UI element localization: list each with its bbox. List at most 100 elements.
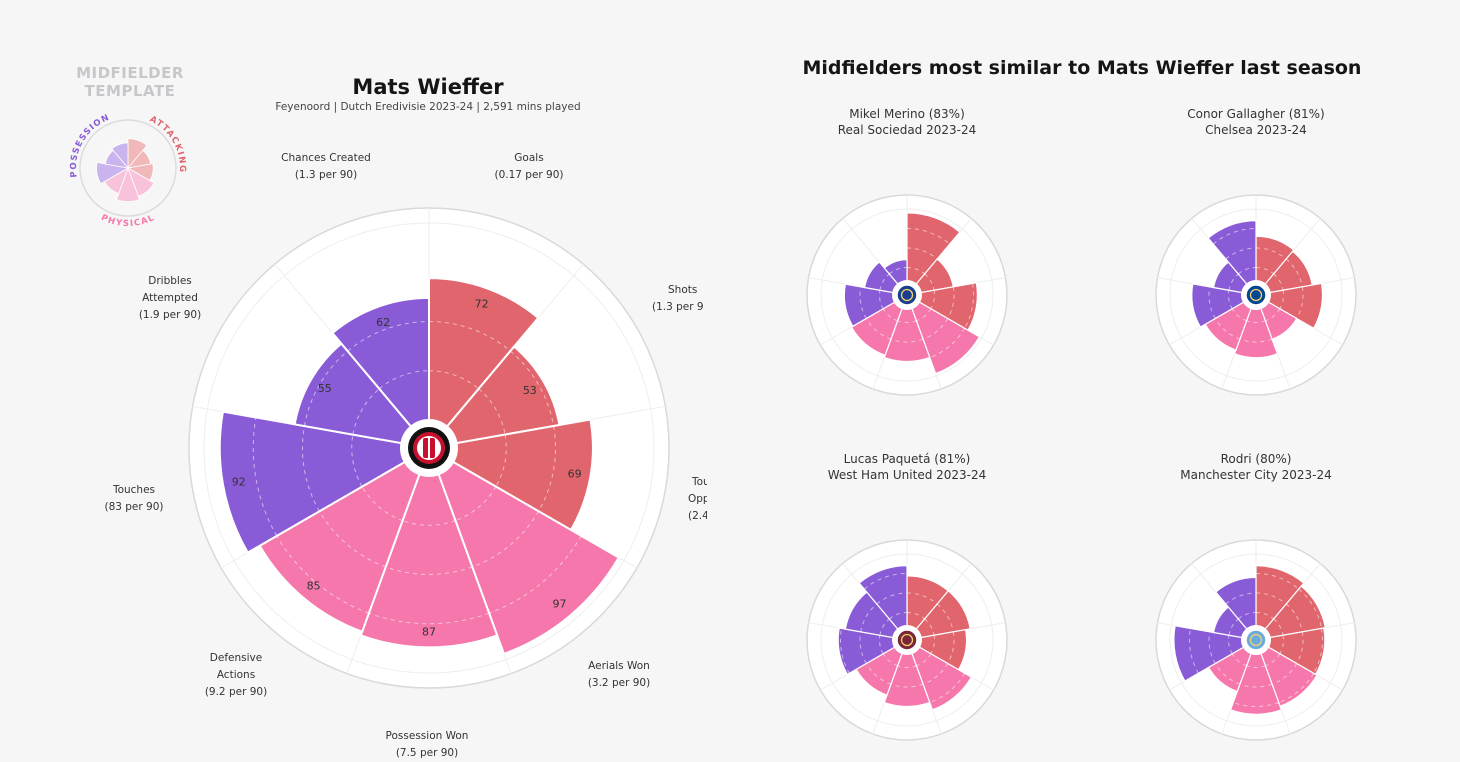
- club-badge-disc: [1245, 629, 1267, 651]
- stat-label-dribbles: Dribbles Attempted (1.9 per 90): [80, 273, 260, 324]
- grid-arc: [1278, 672, 1315, 703]
- similar-player-name: Rodri (80%): [1220, 452, 1292, 466]
- stat-per90: (83 per 90): [104, 501, 164, 513]
- grid-arc: [1313, 628, 1323, 674]
- grid-arc: [889, 267, 908, 275]
- grid-arc: [897, 665, 917, 668]
- stat-per90: (2.4: [688, 510, 707, 522]
- stat-per90: (7.5 per 90): [395, 747, 459, 759]
- grid-arc: [1271, 663, 1298, 685]
- grid-arc: [865, 318, 892, 340]
- similar-player-team: Manchester City 2023-24: [1180, 468, 1332, 482]
- similar-player-label-1: Mikel Merino (83%) Real Sociedad 2023-24: [787, 106, 1027, 138]
- grid-arc: [1237, 612, 1257, 620]
- grid-arc: [1255, 592, 1287, 605]
- grid-arc: [922, 318, 949, 340]
- grid-arc: [1233, 702, 1279, 707]
- grid-arc: [495, 434, 507, 487]
- grid-arc: [1214, 663, 1241, 685]
- polar-bar: [331, 296, 430, 428]
- similar-player-team: West Ham United 2023-24: [827, 468, 987, 482]
- grid-arc: [351, 434, 363, 487]
- polar-bar: [293, 342, 413, 445]
- stat-name: Touches: [112, 484, 156, 496]
- similar-player-team: Chelsea 2023-24: [1205, 123, 1307, 137]
- grid-arc: [1239, 338, 1273, 343]
- grid-arc: [890, 683, 924, 688]
- grid-arc: [1273, 618, 1284, 636]
- polar-bar: [437, 460, 621, 656]
- west-ham-badge-icon: [896, 629, 918, 651]
- similar-player-chart-1: [806, 194, 1008, 396]
- grid-arc: [1208, 286, 1216, 319]
- club-badge-emblem: [900, 288, 914, 302]
- grid-arc: [890, 338, 924, 343]
- percentile-label: 53: [523, 384, 537, 397]
- grid-arc: [1246, 665, 1266, 668]
- grid-arc: [428, 321, 511, 352]
- grid-arc: [916, 653, 932, 667]
- grid-arc: [352, 388, 380, 435]
- grid-arc: [1296, 286, 1304, 319]
- grid-arc: [1298, 588, 1322, 629]
- grid-arc: [882, 308, 898, 322]
- similar-players-title: Midfielders most similar to Mats Wieffer…: [802, 57, 1362, 79]
- feyenoord-badge-stripe: [428, 438, 430, 458]
- stat-per90: (0.17 per 90): [494, 169, 564, 181]
- similar-player-label-4: Rodri (80%) Manchester City 2023-24: [1136, 451, 1376, 483]
- grid-arc: [860, 603, 878, 632]
- grid-arc: [840, 628, 850, 674]
- grid-arc: [1255, 612, 1275, 620]
- grid-arc: [1208, 631, 1216, 664]
- grid-arc: [947, 286, 955, 319]
- stat-label-touches: Touches (83 per 90): [44, 482, 224, 516]
- grid-arc: [379, 370, 430, 390]
- percentile-label: 92: [232, 476, 246, 489]
- stat-label-goals: Goals (0.17 per 90): [439, 150, 619, 184]
- grid-arc: [859, 286, 867, 319]
- grid-arc: [1296, 631, 1304, 664]
- grid-arc: [1246, 320, 1266, 323]
- grid-arc: [863, 573, 908, 590]
- stat-name: Goals: [514, 152, 544, 164]
- grid-arc: [930, 635, 935, 654]
- grid-arc: [1228, 290, 1233, 309]
- grid-arc: [1225, 592, 1257, 605]
- grid-arc: [922, 663, 949, 685]
- grid-arc: [906, 612, 925, 620]
- template-legend-title-line2: TEMPLATE: [84, 82, 176, 100]
- grid-arc: [924, 618, 935, 636]
- grid-arc: [1273, 273, 1284, 291]
- stat-per90: (1.3 per 90): [294, 169, 358, 181]
- main-polar-chart: 72 53 69 97 87 85 92 55 62: [188, 207, 670, 689]
- player-title: Mats Wieffer: [352, 75, 504, 99]
- grid-arc: [1214, 318, 1241, 340]
- percentile-label: 72: [475, 297, 489, 310]
- similar-player-name: Lucas Paquetá (81%): [843, 452, 971, 466]
- club-badge-disc: [1245, 284, 1267, 306]
- stat-name: Defensive: [209, 652, 263, 664]
- template-legend-title: MIDFIELDER TEMPLATE: [60, 64, 200, 100]
- grid-arc: [347, 321, 430, 352]
- grid-arc: [859, 631, 867, 664]
- stat-label-aerials-won: Aerials Won (3.2 per 90): [529, 658, 709, 692]
- club-badge-disc: [896, 284, 918, 306]
- grid-arc: [1237, 267, 1257, 275]
- grid-arc: [1279, 290, 1284, 309]
- stat-name: Dribbles: [148, 275, 192, 287]
- grid-arc: [1255, 267, 1275, 275]
- stat-name-2: Attempted: [142, 292, 198, 304]
- grid-arc: [1228, 618, 1239, 636]
- similar-player-chart-2: [1155, 194, 1357, 396]
- percentile-label: 55: [318, 382, 332, 395]
- percentile-label: 97: [553, 598, 567, 611]
- grid-arc: [1228, 273, 1239, 291]
- percentile-label: 69: [568, 468, 582, 481]
- stat-label-possession-won: Possession Won (7.5 per 90): [337, 728, 517, 762]
- similar-player-chart-4: [1155, 539, 1357, 741]
- grid-arc: [924, 273, 935, 291]
- stat-label-chances-created: Chances Created (1.3 per 90): [236, 150, 416, 184]
- grid-arc: [509, 350, 555, 427]
